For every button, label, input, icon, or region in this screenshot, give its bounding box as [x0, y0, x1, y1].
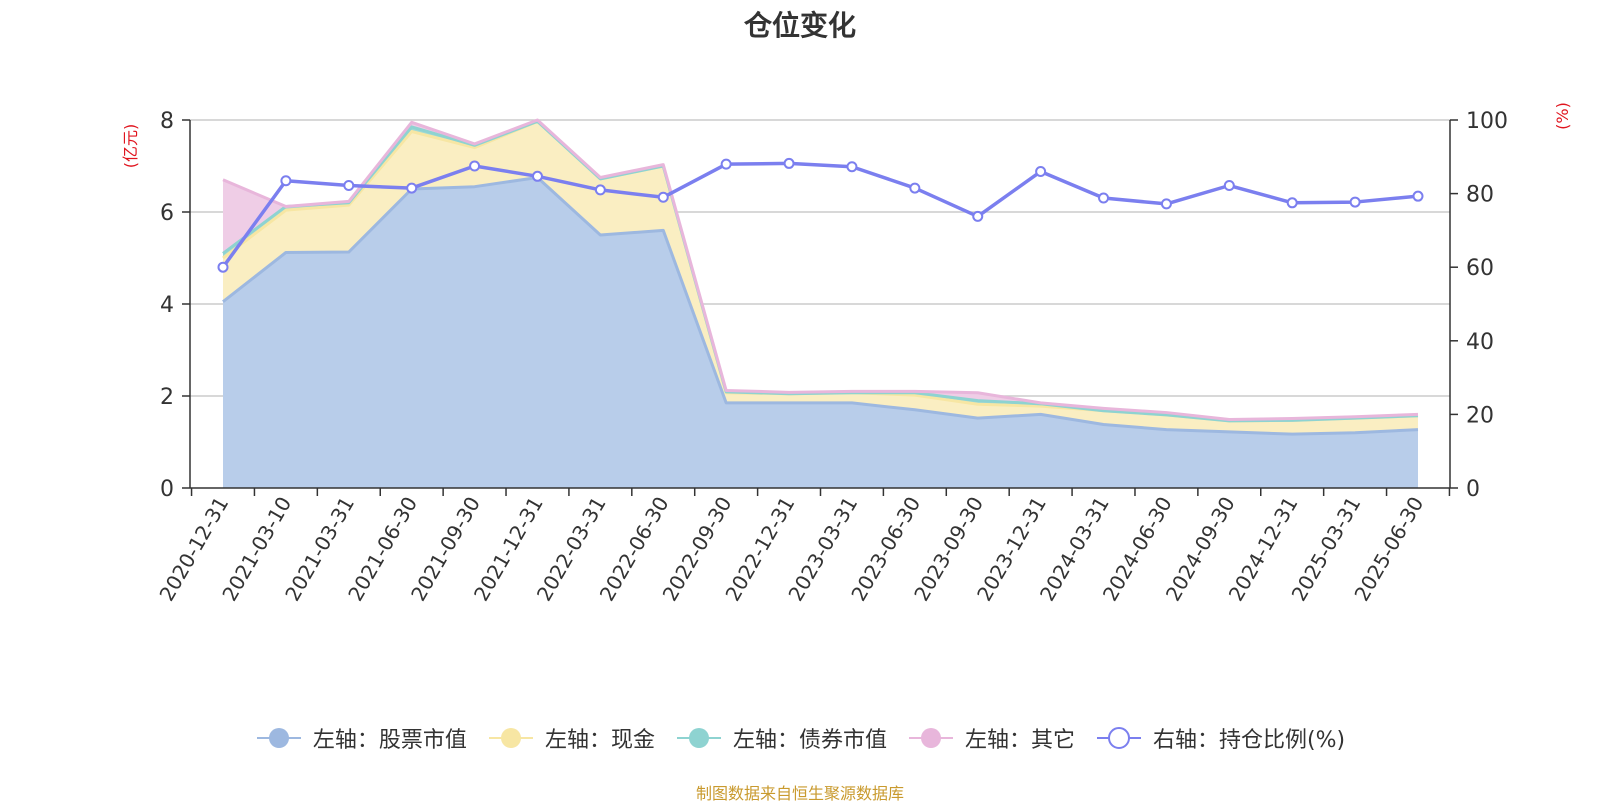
data-point	[909, 182, 921, 194]
data-point	[1349, 196, 1361, 208]
data-point	[1286, 197, 1298, 209]
data-point	[217, 261, 229, 273]
legend-item[interactable]: 左轴：债券市值	[675, 722, 887, 754]
legend-item[interactable]: 左轴：股票市值	[255, 722, 467, 754]
y-right-tick-label: 100	[1466, 109, 1508, 134]
data-point	[406, 182, 418, 194]
y-right-tick-label: 40	[1466, 330, 1494, 355]
y-right-unit-label: (%)	[1553, 102, 1572, 130]
legend-label: 左轴：股票市值	[312, 728, 467, 753]
data-point	[469, 160, 481, 172]
data-point	[972, 210, 984, 222]
data-point	[1412, 190, 1424, 202]
series-line-左轴：其它	[222, 118, 1419, 421]
y-left-unit-label: (亿元)	[121, 124, 140, 169]
series-line-ratio	[221, 161, 1419, 269]
legend-item[interactable]: 左轴：其它	[907, 722, 1075, 754]
area-左轴：股票市值	[223, 177, 1418, 488]
y-right-tick-label: 20	[1466, 403, 1494, 428]
y-left-tick-label: 0	[160, 477, 174, 502]
y-left-tick-label: 6	[160, 201, 174, 226]
legend-swatch-icon	[1096, 727, 1141, 749]
legend-item[interactable]: 右轴：持仓比例(%)	[1095, 722, 1345, 754]
data-point	[1035, 166, 1047, 178]
chart-title: 仓位变化	[743, 9, 856, 42]
chart-plot-area: 02468020406080100(亿元)(%)2020-12-312021-0…	[121, 102, 1572, 605]
y-right-tick-label: 0	[1466, 477, 1480, 502]
data-point	[531, 170, 543, 182]
y-left-tick-label: 4	[160, 293, 174, 318]
data-point	[594, 184, 606, 196]
y-left-tick-label: 2	[160, 385, 174, 410]
data-point	[846, 161, 858, 173]
legend-swatch-icon	[908, 728, 953, 748]
legend-item[interactable]: 左轴：现金	[487, 722, 655, 754]
legend-swatch-icon	[676, 728, 721, 748]
data-point	[1160, 198, 1172, 210]
data-point	[280, 175, 292, 187]
data-point	[343, 180, 355, 192]
series-line-左轴：股票市值	[222, 176, 1419, 436]
y-right-tick-label: 60	[1466, 256, 1494, 281]
data-point	[1098, 192, 1110, 204]
data-point	[720, 158, 732, 170]
data-point	[783, 157, 795, 169]
y-right-tick-label: 80	[1466, 183, 1494, 208]
data-point	[657, 191, 669, 203]
legend-label: 左轴：其它	[964, 728, 1075, 753]
legend-label: 右轴：持仓比例(%)	[1152, 728, 1346, 753]
legend-label: 左轴：债券市值	[732, 728, 887, 753]
source-note: 制图数据来自恒生聚源数据库	[695, 784, 904, 803]
legend-label: 左轴：现金	[544, 728, 655, 753]
legend-swatch-icon	[256, 728, 301, 748]
legend-swatch-icon	[488, 728, 533, 748]
data-point	[1223, 180, 1235, 192]
y-left-tick-label: 8	[160, 109, 174, 134]
chart-legend: 左轴：股票市值 左轴：现金 左轴：债券市值 左轴：其它 右轴：持仓比例(%)	[0, 722, 1600, 754]
